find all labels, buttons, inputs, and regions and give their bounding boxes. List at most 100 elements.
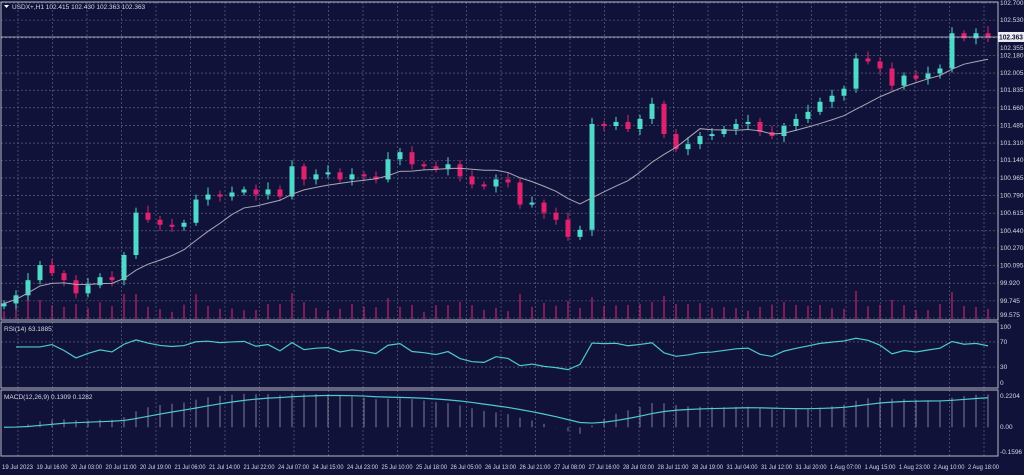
candle-bear bbox=[877, 61, 883, 69]
rsi-label: RSI(14) 63.1885 bbox=[4, 326, 52, 333]
macd-tick-label: 0.00 bbox=[1000, 424, 1013, 431]
candle-bear bbox=[673, 134, 679, 150]
current-price-label: 102.363 bbox=[999, 33, 1023, 42]
time-tick-label: 1 Aug 15:00 bbox=[865, 464, 896, 471]
rsi-tick-label: 100 bbox=[1000, 324, 1011, 331]
candle-bull bbox=[241, 189, 247, 193]
candle-bear bbox=[409, 152, 415, 165]
candle-bull bbox=[37, 265, 43, 281]
candle-bull bbox=[853, 58, 859, 89]
candle-bear bbox=[109, 277, 115, 281]
candle-bull bbox=[637, 118, 643, 129]
candle-bull bbox=[829, 95, 835, 102]
candle-bull bbox=[973, 33, 979, 39]
time-tick-label: 19 Jul 2023 bbox=[2, 464, 33, 471]
candle-bull bbox=[397, 152, 403, 160]
time-tick-label: 2 Aug 18:00 bbox=[968, 464, 999, 471]
candle-bear bbox=[553, 212, 559, 220]
panel-frames bbox=[0, 1, 999, 457]
price-tick-label: 101.835 bbox=[1000, 87, 1024, 94]
moving-average-line bbox=[3, 58, 989, 304]
candle-bull bbox=[493, 179, 499, 187]
candle-bull bbox=[793, 118, 799, 126]
candle-bull bbox=[205, 194, 211, 200]
candle-bull bbox=[385, 159, 391, 180]
candle-bull bbox=[193, 199, 199, 223]
price-tick-label: 100.615 bbox=[1000, 210, 1024, 217]
time-tick-label: 31 Jul 12:00 bbox=[761, 464, 792, 471]
time-tick-label: 24 Jul 07:00 bbox=[278, 464, 309, 471]
price-tick-label: 101.660 bbox=[1000, 105, 1024, 112]
candle-bull bbox=[817, 101, 823, 112]
candle-bull bbox=[805, 111, 811, 119]
candle-bull bbox=[133, 212, 139, 255]
price-tick-label: 102.355 bbox=[1000, 45, 1024, 52]
candle-bull bbox=[781, 125, 787, 137]
candle-bear bbox=[457, 164, 463, 177]
time-tick-label: 21 Jul 14:00 bbox=[209, 464, 240, 471]
candle-bear bbox=[49, 265, 55, 274]
time-tick-label: 31 Jul 04:00 bbox=[727, 464, 758, 471]
candle-bull bbox=[937, 68, 943, 74]
time-tick-label: 20 Jul 19:00 bbox=[140, 464, 171, 471]
candle-bull bbox=[265, 189, 271, 195]
price-tick-label: 101.310 bbox=[1000, 140, 1024, 147]
candle-bear bbox=[421, 164, 427, 167]
candle-bear bbox=[169, 224, 175, 227]
time-tick-label: 20 Jul 03:00 bbox=[71, 464, 102, 471]
candle-bull bbox=[325, 172, 331, 175]
candle-bull bbox=[685, 144, 691, 150]
candle-bull bbox=[313, 174, 319, 180]
time-tick-label: 1 Aug 23:00 bbox=[899, 464, 930, 471]
rsi-tick-label: 70 bbox=[1000, 339, 1008, 346]
price-tick-label: 100.790 bbox=[1000, 193, 1024, 200]
candle-bear bbox=[661, 103, 667, 135]
time-tick-label: 25 Jul 10:00 bbox=[382, 464, 413, 471]
candle-bear bbox=[757, 121, 763, 133]
candle-bear bbox=[433, 166, 439, 170]
candle-bear bbox=[985, 33, 991, 37]
time-tick-label: 28 Jul 11:00 bbox=[658, 464, 689, 471]
candle-bull bbox=[121, 255, 127, 281]
time-tick-label: 24 Jul 23:00 bbox=[347, 464, 378, 471]
candle-bear bbox=[625, 121, 631, 129]
candle-bull bbox=[229, 192, 235, 197]
candle-bear bbox=[961, 33, 967, 39]
candle-bear bbox=[541, 202, 547, 213]
price-tick-label: 101.140 bbox=[1000, 157, 1024, 164]
time-tick-label: 26 Jul 21:00 bbox=[520, 464, 551, 471]
rsi-line bbox=[16, 337, 989, 371]
price-tick-label: 102.530 bbox=[1000, 17, 1024, 24]
time-tick-label: 24 Jul 15:00 bbox=[313, 464, 344, 471]
candle-bear bbox=[301, 166, 307, 180]
time-axis[interactable]: 19 Jul 2023 19 Jul 16:00 20 Jul 03:00 20 Ju… bbox=[2, 464, 999, 471]
candle-bear bbox=[469, 176, 475, 185]
candle-bear bbox=[601, 123, 607, 126]
candle-bear bbox=[889, 68, 895, 86]
candle-bull bbox=[901, 75, 907, 86]
candle-bull bbox=[841, 88, 847, 96]
volume-bars bbox=[3, 291, 989, 319]
price-tick-label: 100.440 bbox=[1000, 228, 1024, 235]
candle-bear bbox=[565, 219, 571, 237]
dropdown-triangle-icon[interactable] bbox=[4, 5, 9, 8]
candle-bear bbox=[505, 179, 511, 183]
time-tick-label: 31 Jul 20:00 bbox=[796, 464, 827, 471]
candle-bull bbox=[745, 121, 751, 124]
candle-bull bbox=[613, 121, 619, 126]
price-tick-label: 99.575 bbox=[1000, 312, 1020, 319]
price-tick-label: 100.270 bbox=[1000, 245, 1024, 252]
price-tick-label: 99.920 bbox=[1000, 280, 1020, 287]
time-tick-label: 19 Jul 16:00 bbox=[37, 464, 68, 471]
candle-bear bbox=[145, 212, 151, 220]
candle-bull bbox=[181, 222, 187, 227]
price-tick-label: 99.745 bbox=[1000, 298, 1020, 305]
candle-bull bbox=[1, 303, 7, 307]
time-tick-label: 20 Jul 11:00 bbox=[106, 464, 137, 471]
candle-bull bbox=[289, 166, 295, 197]
candle-bull bbox=[733, 123, 739, 129]
candle-bear bbox=[373, 176, 379, 180]
candle-bull bbox=[25, 280, 31, 296]
